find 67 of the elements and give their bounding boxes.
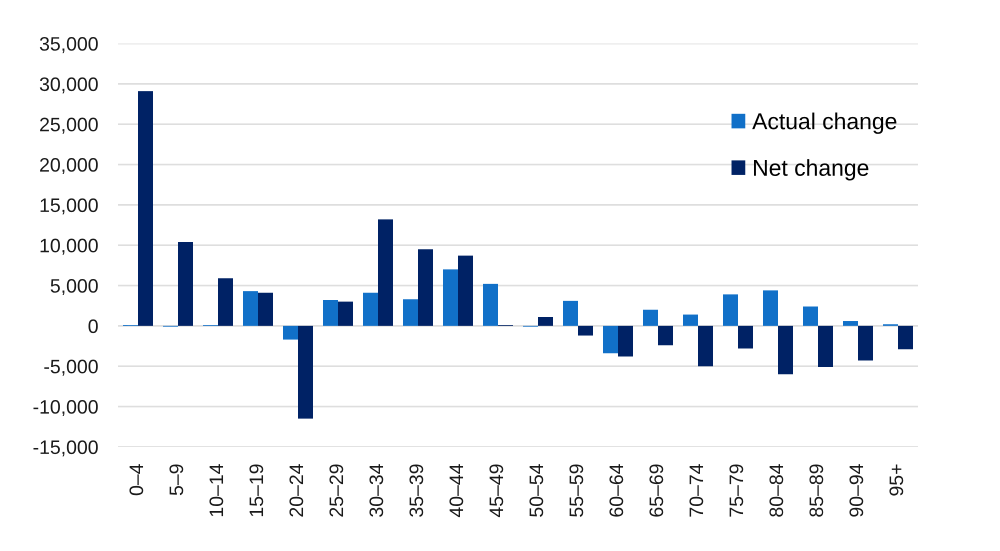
bar bbox=[243, 291, 258, 326]
x-tick-label: 45–49 bbox=[489, 464, 504, 518]
x-tick-label: 50–54 bbox=[529, 464, 544, 517]
y-tick-label: 30,000 bbox=[40, 77, 98, 94]
y-tick-label: 5,000 bbox=[50, 278, 98, 296]
bar bbox=[483, 284, 498, 326]
x-tick-label: 20–24 bbox=[289, 464, 304, 517]
bar bbox=[378, 219, 393, 326]
bar bbox=[858, 326, 873, 361]
bar bbox=[618, 326, 633, 357]
bar bbox=[603, 326, 618, 354]
bar bbox=[738, 326, 753, 348]
bar bbox=[658, 326, 673, 346]
y-tick-label: 10,000 bbox=[40, 238, 98, 255]
y-tick-label: -10,000 bbox=[33, 400, 98, 416]
bar bbox=[178, 242, 193, 326]
bar bbox=[458, 256, 473, 326]
bar bbox=[338, 302, 353, 326]
x-tick-label: 5–9 bbox=[169, 464, 184, 496]
bar bbox=[298, 326, 313, 419]
y-tick-label: 15,000 bbox=[40, 198, 98, 214]
y-tick-label: -5,000 bbox=[44, 360, 98, 376]
bar bbox=[418, 249, 433, 326]
bar bbox=[898, 326, 913, 350]
bar bbox=[283, 326, 298, 340]
bar bbox=[723, 294, 738, 326]
bar bbox=[218, 278, 233, 326]
bar bbox=[363, 292, 378, 326]
y-tick-label: 35,000 bbox=[40, 36, 98, 54]
x-tick-label: 30–34 bbox=[369, 464, 384, 517]
x-tick-label: 80–84 bbox=[769, 464, 784, 517]
bar bbox=[643, 310, 658, 326]
x-tick-label: 10–14 bbox=[209, 464, 224, 516]
bar bbox=[443, 269, 458, 326]
bar bbox=[323, 300, 338, 326]
legend-label: Net change bbox=[754, 159, 868, 180]
x-tick-label: 95+ bbox=[889, 464, 904, 496]
bar bbox=[403, 299, 418, 326]
bar bbox=[563, 300, 578, 326]
y-tick-label: 0 bbox=[88, 319, 98, 334]
x-tick-label: 0–4 bbox=[129, 464, 144, 496]
x-tick-label: 55–59 bbox=[569, 464, 584, 517]
y-tick-label: -15,000 bbox=[33, 440, 98, 456]
bar bbox=[803, 306, 818, 326]
x-tick-label: 70–74 bbox=[689, 464, 704, 517]
bar bbox=[683, 314, 698, 326]
x-tick-label: 60–64 bbox=[609, 464, 624, 517]
y-tick-label: 20,000 bbox=[40, 158, 98, 174]
x-tick-label: 65–69 bbox=[649, 464, 664, 517]
bar bbox=[538, 316, 553, 326]
bar bbox=[818, 326, 833, 367]
x-tick-label: 25–29 bbox=[329, 464, 344, 517]
bar bbox=[778, 326, 793, 374]
x-tick-label: 35–39 bbox=[409, 464, 424, 517]
x-tick-label: 85–89 bbox=[809, 464, 824, 517]
bar bbox=[843, 321, 858, 326]
bar bbox=[698, 326, 713, 366]
bar bbox=[138, 91, 153, 326]
legend-label: Actual change bbox=[752, 112, 896, 134]
x-tick-label: 40–44 bbox=[449, 464, 464, 518]
x-tick-label: 15–19 bbox=[249, 464, 264, 516]
bar bbox=[258, 292, 273, 326]
x-tick-label: 75–79 bbox=[729, 464, 744, 517]
bar bbox=[578, 326, 593, 336]
x-tick-label: 90–94 bbox=[849, 464, 864, 517]
bar bbox=[763, 290, 778, 326]
y-tick-label: 25,000 bbox=[40, 118, 98, 134]
